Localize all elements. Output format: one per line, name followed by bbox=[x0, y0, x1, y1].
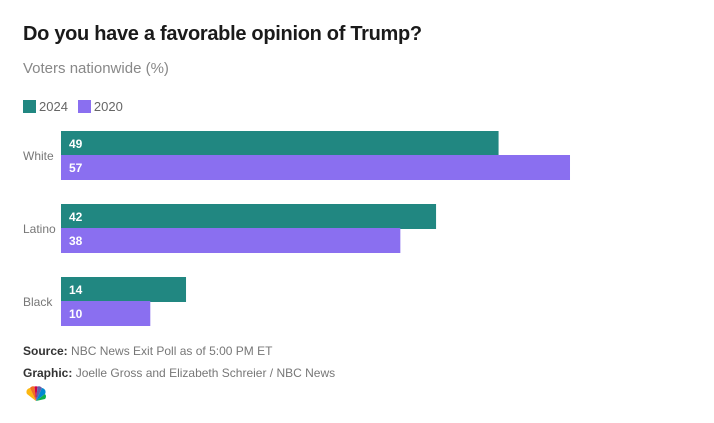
category-label-black: Black bbox=[23, 295, 53, 309]
source-label: Source: bbox=[23, 344, 68, 358]
graphic-label: Graphic: bbox=[23, 366, 73, 380]
source-line: Source: NBC News Exit Poll as of 5:00 PM… bbox=[23, 344, 272, 358]
source-text: NBC News Exit Poll as of 5:00 PM ET bbox=[71, 344, 273, 358]
bar-latino-2020 bbox=[61, 228, 401, 253]
bar-chart: White 49 57 Latino 42 38 Black 14 10 bbox=[23, 131, 571, 326]
data-label-latino-2020: 38 bbox=[69, 234, 83, 248]
data-label-latino-2024: 42 bbox=[69, 210, 83, 224]
legend-label-2024: 2024 bbox=[39, 99, 68, 114]
data-label-white-2020: 57 bbox=[69, 161, 83, 175]
data-label-white-2024: 49 bbox=[69, 137, 83, 151]
category-label-white: White bbox=[23, 149, 54, 163]
bar-white-2024 bbox=[61, 131, 499, 156]
legend-label-2020: 2020 bbox=[93, 99, 123, 114]
data-label-black-2020: 10 bbox=[69, 307, 83, 321]
bar-black-2020 bbox=[61, 301, 151, 326]
graphic-credit-line: Graphic: Joelle Gross and Elizabeth Schr… bbox=[23, 366, 335, 380]
bar-latino-2024 bbox=[61, 204, 437, 229]
legend-swatch-2024 bbox=[23, 100, 36, 113]
chart-title: Do you have a favorable opinion of Trump… bbox=[23, 23, 422, 45]
nbc-peacock-icon bbox=[26, 386, 46, 401]
graphic-text: Joelle Gross and Elizabeth Schreier / NB… bbox=[75, 366, 336, 380]
data-label-black-2024: 14 bbox=[69, 283, 83, 297]
chart-subtitle: Voters nationwide (%) bbox=[23, 60, 169, 77]
legend: 2024 2020 bbox=[23, 99, 133, 114]
legend-item-2024: 2024 bbox=[23, 99, 68, 114]
bar-black-2024 bbox=[61, 277, 187, 302]
category-label-latino: Latino bbox=[23, 222, 56, 236]
legend-item-2020: 2020 bbox=[77, 99, 123, 114]
legend-swatch-2020 bbox=[77, 100, 91, 113]
bar-white-2020 bbox=[61, 155, 571, 180]
